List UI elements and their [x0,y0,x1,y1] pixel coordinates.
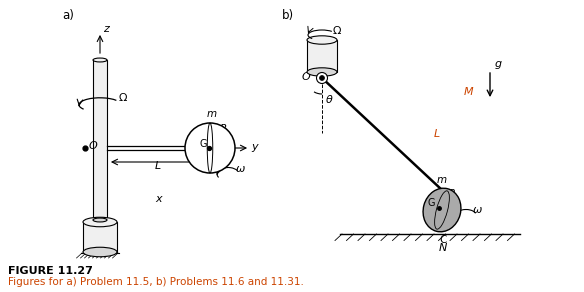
Ellipse shape [83,217,117,227]
Text: L: L [433,129,440,139]
Text: $\theta$: $\theta$ [325,93,333,105]
Polygon shape [83,222,117,252]
Text: G: G [428,198,436,208]
Text: O: O [302,72,311,82]
Text: C: C [439,235,446,245]
Text: R: R [220,124,227,134]
Text: m: m [207,109,217,119]
Polygon shape [93,60,107,220]
Circle shape [185,123,235,173]
Ellipse shape [93,218,107,222]
Text: N: N [439,243,447,253]
Text: G: G [200,139,207,149]
Ellipse shape [307,68,337,76]
Ellipse shape [83,247,117,257]
Text: m: m [437,175,447,185]
Ellipse shape [307,36,337,44]
Text: R: R [449,189,456,199]
Circle shape [317,72,328,84]
Circle shape [319,76,325,81]
Text: a): a) [62,9,74,22]
Text: x: x [155,194,162,204]
Ellipse shape [423,188,461,232]
Text: M: M [463,87,473,98]
Text: Figures for a) Problem 11.5, b) Problems 11.6 and 11.31.: Figures for a) Problem 11.5, b) Problems… [8,277,304,287]
Text: z: z [103,24,109,34]
Polygon shape [307,40,337,72]
Text: $\Omega$: $\Omega$ [332,24,342,36]
Text: y: y [251,142,258,152]
Text: L: L [155,161,161,171]
Text: g: g [495,59,502,69]
Ellipse shape [93,58,107,62]
Text: $\Omega$: $\Omega$ [118,91,128,103]
Text: O: O [89,141,98,151]
Text: FIGURE 11.27: FIGURE 11.27 [8,266,93,276]
Text: $\omega$: $\omega$ [235,164,246,173]
Text: b): b) [282,9,294,22]
Text: $\omega$: $\omega$ [472,205,483,215]
